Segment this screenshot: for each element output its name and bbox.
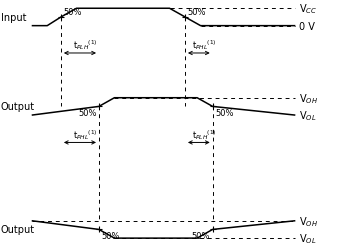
Text: 50%: 50% xyxy=(63,8,82,17)
Text: Output: Output xyxy=(1,224,35,234)
Text: 50%: 50% xyxy=(192,232,210,240)
Text: Output: Output xyxy=(1,102,35,112)
Text: 50%: 50% xyxy=(101,232,120,240)
Text: 0 V: 0 V xyxy=(299,22,315,32)
Text: t$_{PLH}$$^{(1)}$: t$_{PLH}$$^{(1)}$ xyxy=(73,38,98,52)
Text: V$_{OH}$: V$_{OH}$ xyxy=(299,214,318,228)
Text: 50%: 50% xyxy=(188,8,206,17)
Text: V$_{OL}$: V$_{OL}$ xyxy=(299,109,316,122)
Text: V$_{OH}$: V$_{OH}$ xyxy=(299,92,318,105)
Text: Input: Input xyxy=(1,13,26,23)
Text: t$_{PLH}$$^{(1)}$: t$_{PLH}$$^{(1)}$ xyxy=(192,127,216,141)
Text: V$_{OL}$: V$_{OL}$ xyxy=(299,231,316,245)
Text: 50%: 50% xyxy=(215,109,234,118)
Text: t$_{PHL}$$^{(1)}$: t$_{PHL}$$^{(1)}$ xyxy=(192,38,216,52)
Text: V$_{CC}$: V$_{CC}$ xyxy=(299,2,317,16)
Text: 50%: 50% xyxy=(78,109,97,118)
Text: t$_{PHL}$$^{(1)}$: t$_{PHL}$$^{(1)}$ xyxy=(73,127,98,141)
